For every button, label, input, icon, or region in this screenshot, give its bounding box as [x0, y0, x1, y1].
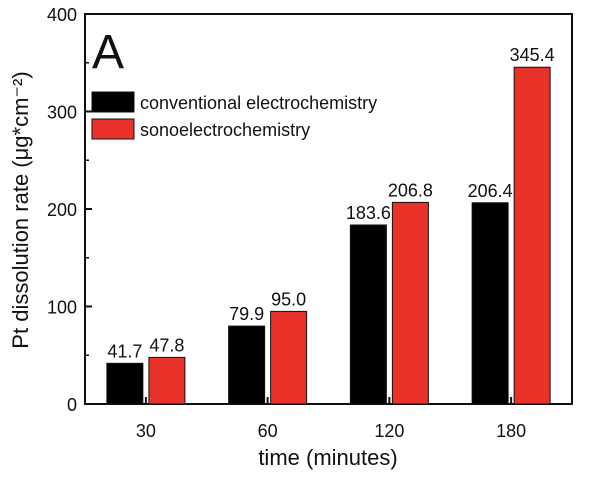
bar-sono-120 — [391, 201, 429, 405]
bar-sono-30 — [148, 356, 186, 405]
legend-swatch-sono — [91, 118, 135, 140]
y-tick-label: 0 — [67, 395, 77, 415]
y-axis-label: Pt dissolution rate (μg*cm⁻²) — [8, 71, 33, 348]
y-axis-ticks: 0 100 200 300 400 — [47, 5, 92, 415]
x-axis-ticks: 30 60 120 180 — [136, 397, 526, 441]
x-tick-label: 60 — [258, 421, 278, 441]
bar-value-label: 206.8 — [388, 180, 433, 200]
bar-conventional-30 — [106, 362, 144, 405]
bar-conventional-120 — [349, 224, 387, 405]
bars — [106, 66, 551, 405]
bar-value-label: 345.4 — [510, 45, 555, 65]
bar-sono-180 — [513, 66, 551, 405]
bar-value-label: 183.6 — [346, 203, 391, 223]
legend-swatch-conventional — [91, 91, 135, 113]
y-tick-label: 100 — [47, 298, 77, 318]
x-tick-label: 120 — [374, 421, 404, 441]
bar-value-labels: 41.7 47.8 79.9 95.0 183.6 206.8 206.4 345.4 — [107, 45, 554, 361]
y-tick-label: 200 — [47, 200, 77, 220]
x-axis-label: time (minutes) — [258, 445, 397, 470]
bar-conventional-180 — [471, 202, 509, 405]
legend-label-sono: sonoelectrochemistry — [140, 120, 310, 140]
y-tick-label: 300 — [47, 103, 77, 123]
legend-label-conventional: conventional electrochemistry — [140, 93, 377, 113]
x-tick-label: 30 — [136, 421, 156, 441]
bar-value-label: 47.8 — [149, 335, 184, 355]
bar-sono-60 — [270, 310, 308, 405]
bar-value-label: 41.7 — [107, 341, 142, 361]
bar-value-label: 206.4 — [468, 181, 513, 201]
y-tick-label: 400 — [47, 5, 77, 25]
bar-value-label: 79.9 — [229, 304, 264, 324]
bar-conventional-60 — [228, 325, 266, 405]
panel-label: A — [92, 26, 124, 79]
bar-value-label: 95.0 — [271, 289, 306, 309]
x-tick-label: 180 — [496, 421, 526, 441]
legend: conventional electrochemistry sonoelectr… — [91, 91, 377, 140]
